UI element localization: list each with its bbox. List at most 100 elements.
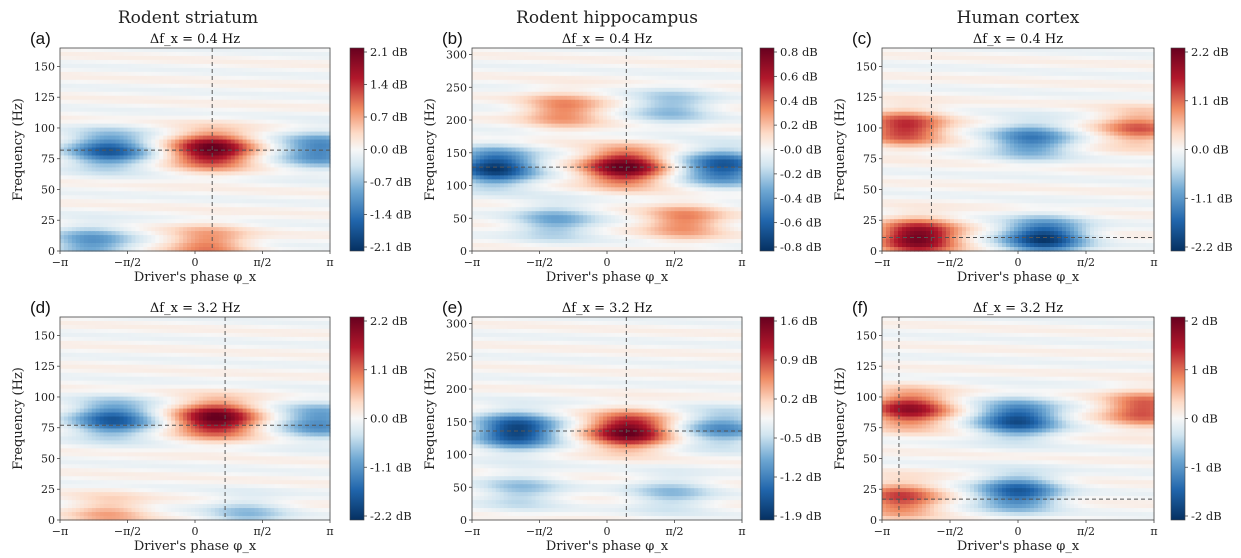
heatmap-cell bbox=[322, 48, 327, 53]
heatmap-cell bbox=[147, 120, 152, 125]
heatmap-cell bbox=[266, 171, 271, 176]
heatmap-cell bbox=[179, 112, 184, 117]
heatmap-cell bbox=[179, 207, 184, 212]
y-tick-label: 150 bbox=[34, 60, 55, 73]
heatmap-cell bbox=[266, 191, 271, 196]
heatmap-cell bbox=[306, 144, 311, 149]
heatmap-cell bbox=[263, 92, 268, 97]
heatmap-cell bbox=[84, 159, 89, 164]
heatmap-cell bbox=[543, 88, 548, 93]
heatmap-cell bbox=[227, 191, 232, 196]
heatmap-cell bbox=[255, 219, 260, 224]
heatmap-cell bbox=[191, 231, 196, 236]
heatmap-cell bbox=[520, 187, 525, 192]
heatmap-cell bbox=[72, 159, 77, 164]
heatmap-cell bbox=[322, 100, 327, 105]
heatmap-cell bbox=[135, 128, 140, 133]
heatmap-cell bbox=[583, 68, 588, 73]
heatmap-cell bbox=[179, 108, 184, 113]
heatmap-cell bbox=[64, 64, 69, 69]
heatmap-cell bbox=[223, 120, 228, 125]
heatmap-cell bbox=[274, 60, 279, 65]
heatmap-cell bbox=[235, 84, 240, 89]
heatmap-cell bbox=[259, 116, 264, 121]
heatmap-cell bbox=[199, 151, 204, 156]
heatmap-cell bbox=[543, 132, 548, 137]
heatmap-cell bbox=[563, 215, 568, 220]
heatmap-cell bbox=[318, 155, 323, 160]
heatmap-cell bbox=[60, 88, 65, 93]
heatmap-cell bbox=[120, 195, 125, 200]
heatmap-cell bbox=[266, 215, 271, 220]
heatmap-cell bbox=[524, 84, 529, 89]
heatmap-cell bbox=[302, 167, 307, 172]
heatmap-cell bbox=[472, 72, 477, 77]
heatmap-cell bbox=[92, 112, 97, 117]
heatmap-cell bbox=[575, 199, 580, 204]
heatmap-cell bbox=[540, 108, 545, 113]
heatmap-cell bbox=[167, 120, 172, 125]
heatmap-cell bbox=[266, 136, 271, 141]
heatmap-cell bbox=[203, 219, 208, 224]
heatmap-cell bbox=[547, 48, 552, 53]
heatmap-cell bbox=[476, 76, 481, 81]
heatmap-cell bbox=[492, 211, 497, 216]
heatmap-cell bbox=[179, 116, 184, 121]
heatmap-cell bbox=[532, 96, 537, 101]
heatmap-cell bbox=[187, 140, 192, 145]
heatmap-cell bbox=[532, 235, 537, 240]
heatmap-cell bbox=[476, 108, 481, 113]
heatmap-cell bbox=[543, 235, 548, 240]
heatmap-cell bbox=[163, 128, 168, 133]
heatmap-cell bbox=[516, 175, 521, 180]
heatmap-cell bbox=[492, 167, 497, 172]
heatmap-cell bbox=[147, 191, 152, 196]
heatmap-cell bbox=[84, 191, 89, 196]
heatmap-cell bbox=[231, 155, 236, 160]
heatmap-cell bbox=[191, 171, 196, 176]
heatmap-cell bbox=[128, 104, 133, 109]
heatmap-cell bbox=[175, 112, 180, 117]
heatmap-cell bbox=[555, 112, 560, 117]
heatmap-cell bbox=[195, 191, 200, 196]
heatmap-cell bbox=[571, 187, 576, 192]
heatmap-cell bbox=[583, 124, 588, 129]
heatmap-cell bbox=[583, 96, 588, 101]
heatmap-cell bbox=[239, 159, 244, 164]
heatmap-cell bbox=[207, 171, 212, 176]
heatmap-cell bbox=[480, 80, 485, 85]
heatmap-cell bbox=[215, 223, 220, 228]
heatmap-cell bbox=[60, 80, 65, 85]
heatmap-cell bbox=[282, 163, 287, 168]
heatmap-cell bbox=[104, 92, 109, 97]
heatmap-cell bbox=[500, 76, 505, 81]
heatmap-cell bbox=[60, 56, 65, 61]
heatmap-cell bbox=[183, 183, 188, 188]
heatmap-cell bbox=[290, 120, 295, 125]
heatmap-cell bbox=[476, 132, 481, 137]
heatmap-cell bbox=[532, 72, 537, 77]
heatmap-cell bbox=[183, 48, 188, 53]
heatmap-cell bbox=[314, 68, 319, 73]
heatmap-cell bbox=[318, 235, 323, 240]
heatmap-cell bbox=[199, 167, 204, 172]
heatmap-cell bbox=[227, 136, 232, 141]
heatmap-cell bbox=[175, 231, 180, 236]
heatmap-cell bbox=[151, 211, 156, 216]
heatmap-cell bbox=[251, 132, 256, 137]
heatmap-cell bbox=[488, 116, 493, 121]
heatmap-cell bbox=[235, 175, 240, 180]
heatmap-cell bbox=[88, 72, 93, 77]
heatmap-cell bbox=[96, 195, 101, 200]
heatmap-cell bbox=[163, 80, 168, 85]
heatmap-cell bbox=[147, 80, 152, 85]
heatmap-cell bbox=[155, 199, 160, 204]
heatmap-cell bbox=[92, 76, 97, 81]
heatmap-cell bbox=[274, 84, 279, 89]
heatmap-cell bbox=[68, 183, 73, 188]
heatmap-cell bbox=[255, 239, 260, 244]
heatmap-cell bbox=[290, 203, 295, 208]
heatmap-cell bbox=[575, 183, 580, 188]
heatmap-cell bbox=[278, 183, 283, 188]
heatmap-cell bbox=[124, 227, 129, 232]
